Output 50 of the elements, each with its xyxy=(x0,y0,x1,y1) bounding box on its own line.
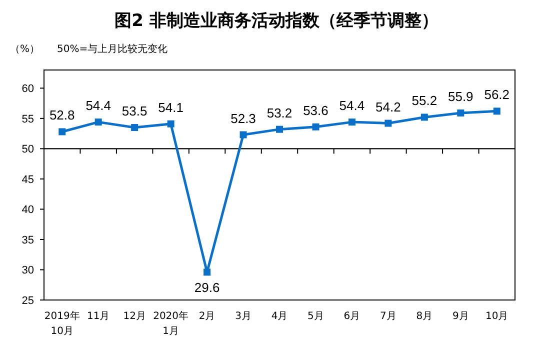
x-tick-label: 2019年 10月 xyxy=(44,310,80,337)
data-label: 54.2 xyxy=(376,99,401,114)
x-tick-label: 9月 xyxy=(452,311,469,322)
data-label: 54.4 xyxy=(86,98,111,114)
x-tick-label: 6月 xyxy=(344,311,360,322)
data-label: 29.6 xyxy=(194,280,220,296)
x-tick-label: 8月 xyxy=(416,311,433,322)
data-label: 53.6 xyxy=(303,102,328,118)
x-tick-label: 2月 xyxy=(198,311,216,322)
point xyxy=(58,128,66,136)
x-tick-label: 2020年 1月 xyxy=(153,310,189,337)
x-tick-label: 5月 xyxy=(308,311,324,322)
x-tick-label: 3月 xyxy=(235,311,252,322)
y-tick-label: 55 xyxy=(22,113,34,126)
y-tick-label: 40 xyxy=(22,204,34,216)
point xyxy=(493,108,500,115)
y-tick-label: 30 xyxy=(22,264,34,277)
point xyxy=(384,120,392,127)
y-tick-label: 50 xyxy=(22,144,34,156)
x-tick-label: 4月 xyxy=(271,311,288,322)
point xyxy=(167,120,174,128)
y-tick-label: 45 xyxy=(22,174,34,186)
data-label: 53.2 xyxy=(266,105,292,120)
point xyxy=(131,124,138,131)
x-tick-label: 12月 xyxy=(123,311,146,322)
x-tick-label: 11月 xyxy=(86,311,110,322)
data-label: 52.8 xyxy=(49,108,75,123)
point xyxy=(348,118,356,126)
point xyxy=(240,131,247,138)
data-label: 55.9 xyxy=(448,88,474,104)
data-label: 56.2 xyxy=(484,87,510,102)
x-tick-label: 10月 xyxy=(486,311,508,322)
point xyxy=(276,126,283,133)
data-label: 55.2 xyxy=(412,93,438,108)
chart-title: 图2 非制造业商务活动指数（经季节调整） xyxy=(114,11,438,31)
data-label: 52.3 xyxy=(230,110,256,126)
text: 50%=与上月比较无变化 xyxy=(57,43,168,55)
data-label: 53.5 xyxy=(122,104,148,118)
data-label: 54.4 xyxy=(339,98,365,114)
point xyxy=(94,118,102,126)
point xyxy=(204,268,211,276)
y-tick-label: 25 xyxy=(22,295,34,307)
y-axis-title: （%） xyxy=(10,44,40,55)
point xyxy=(420,114,428,121)
data-label: 54.1 xyxy=(158,100,184,115)
y-tick-label: 35 xyxy=(22,234,34,246)
y-tick-label: 60 xyxy=(22,83,34,96)
point xyxy=(312,123,320,130)
point xyxy=(457,109,464,116)
x-tick-label: 7月 xyxy=(380,311,396,322)
